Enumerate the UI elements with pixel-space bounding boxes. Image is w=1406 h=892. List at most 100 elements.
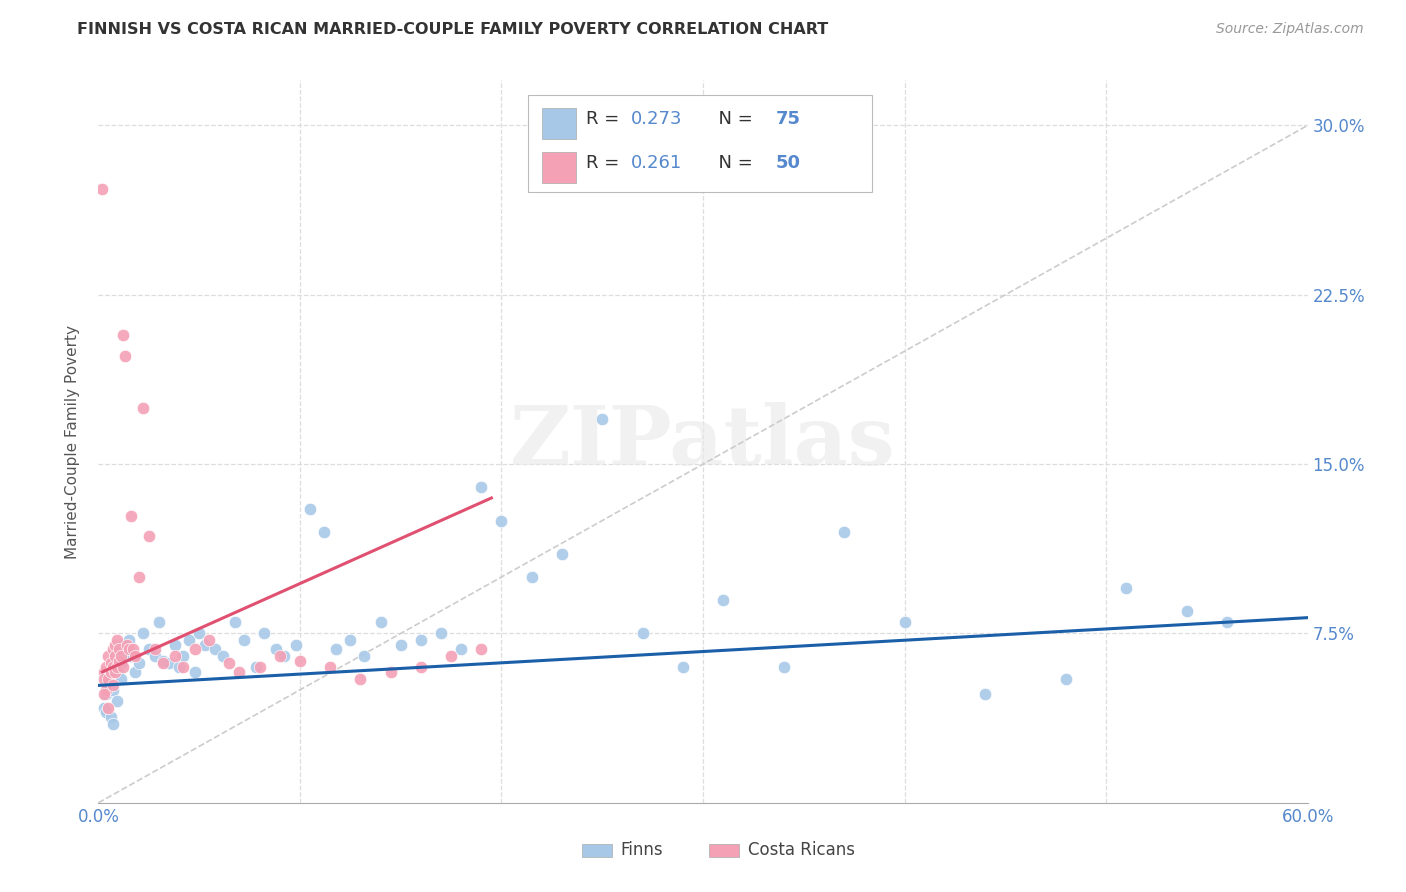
Point bbox=[284, 638, 307, 652]
Text: Source: ZipAtlas.com: Source: ZipAtlas.com bbox=[1216, 22, 1364, 37]
Point bbox=[631, 626, 654, 640]
Point bbox=[288, 654, 311, 668]
Point bbox=[325, 642, 347, 657]
Point bbox=[100, 665, 122, 679]
Point bbox=[264, 642, 287, 657]
Point bbox=[224, 615, 246, 630]
Text: N =: N = bbox=[707, 110, 758, 128]
Point bbox=[128, 570, 150, 584]
Point bbox=[107, 654, 129, 668]
Point bbox=[409, 633, 432, 648]
Point bbox=[491, 514, 513, 528]
Point bbox=[163, 648, 186, 663]
Point bbox=[974, 687, 997, 701]
Point bbox=[100, 672, 122, 686]
Bar bbox=[543, 153, 576, 183]
Bar bbox=[582, 844, 613, 857]
Point bbox=[430, 626, 453, 640]
Point bbox=[1175, 604, 1198, 618]
Point bbox=[101, 656, 124, 670]
Point bbox=[194, 638, 217, 652]
Point bbox=[172, 660, 194, 674]
Point bbox=[107, 660, 129, 674]
Point bbox=[124, 665, 146, 679]
FancyBboxPatch shape bbox=[527, 95, 872, 193]
Point bbox=[249, 660, 271, 674]
Point bbox=[101, 716, 124, 731]
Point bbox=[105, 648, 128, 663]
Point bbox=[204, 642, 226, 657]
Text: 50: 50 bbox=[776, 153, 800, 171]
Point bbox=[128, 656, 150, 670]
Point bbox=[96, 660, 118, 674]
Point bbox=[832, 524, 855, 539]
Point bbox=[96, 706, 118, 720]
Point bbox=[110, 672, 132, 686]
Point bbox=[100, 656, 122, 670]
Point bbox=[143, 648, 166, 663]
Point bbox=[111, 638, 134, 652]
Point bbox=[103, 638, 125, 652]
Point bbox=[163, 638, 186, 652]
Text: Costa Ricans: Costa Ricans bbox=[748, 841, 855, 860]
Point bbox=[103, 654, 125, 668]
Point bbox=[101, 682, 124, 697]
Point bbox=[370, 615, 392, 630]
Point bbox=[103, 667, 125, 681]
Text: 0.273: 0.273 bbox=[630, 110, 682, 128]
Point bbox=[470, 642, 492, 657]
Point bbox=[520, 570, 543, 584]
Point bbox=[121, 642, 143, 657]
Point bbox=[105, 665, 128, 679]
Point bbox=[114, 648, 136, 663]
Point bbox=[893, 615, 915, 630]
Point bbox=[167, 660, 190, 674]
Point bbox=[184, 665, 207, 679]
Point bbox=[245, 660, 267, 674]
Point bbox=[389, 638, 412, 652]
Point bbox=[232, 633, 254, 648]
Point bbox=[101, 660, 124, 674]
Point bbox=[100, 660, 122, 674]
Point bbox=[96, 682, 118, 697]
Point bbox=[100, 710, 122, 724]
Point bbox=[107, 642, 129, 657]
Point bbox=[1054, 672, 1077, 686]
Point bbox=[115, 638, 138, 652]
Point bbox=[105, 660, 128, 674]
Point bbox=[97, 678, 120, 692]
Point bbox=[212, 648, 235, 663]
Point bbox=[440, 648, 463, 663]
Point bbox=[470, 480, 492, 494]
Point bbox=[97, 672, 120, 686]
Point bbox=[1115, 582, 1137, 596]
Point bbox=[172, 648, 194, 663]
Point bbox=[157, 656, 180, 670]
Point bbox=[179, 633, 201, 648]
Point bbox=[319, 660, 342, 674]
Point bbox=[152, 656, 174, 670]
Point bbox=[148, 615, 170, 630]
Point bbox=[143, 642, 166, 657]
Point bbox=[551, 548, 574, 562]
Point bbox=[105, 694, 128, 708]
Point bbox=[1216, 615, 1239, 630]
Point bbox=[672, 660, 695, 674]
Point bbox=[103, 665, 125, 679]
Point bbox=[138, 642, 160, 657]
Text: R =: R = bbox=[586, 153, 624, 171]
Point bbox=[114, 349, 136, 363]
Point bbox=[115, 642, 138, 657]
Point bbox=[314, 524, 336, 539]
Point bbox=[101, 642, 124, 657]
Point bbox=[93, 672, 115, 686]
Point bbox=[273, 648, 295, 663]
Text: FINNISH VS COSTA RICAN MARRIED-COUPLE FAMILY POVERTY CORRELATION CHART: FINNISH VS COSTA RICAN MARRIED-COUPLE FA… bbox=[77, 22, 828, 37]
Point bbox=[339, 633, 361, 648]
Bar bbox=[543, 108, 576, 138]
Point bbox=[111, 328, 134, 343]
Point bbox=[93, 665, 115, 679]
Point bbox=[152, 654, 174, 668]
Point bbox=[96, 687, 118, 701]
Point bbox=[269, 648, 291, 663]
